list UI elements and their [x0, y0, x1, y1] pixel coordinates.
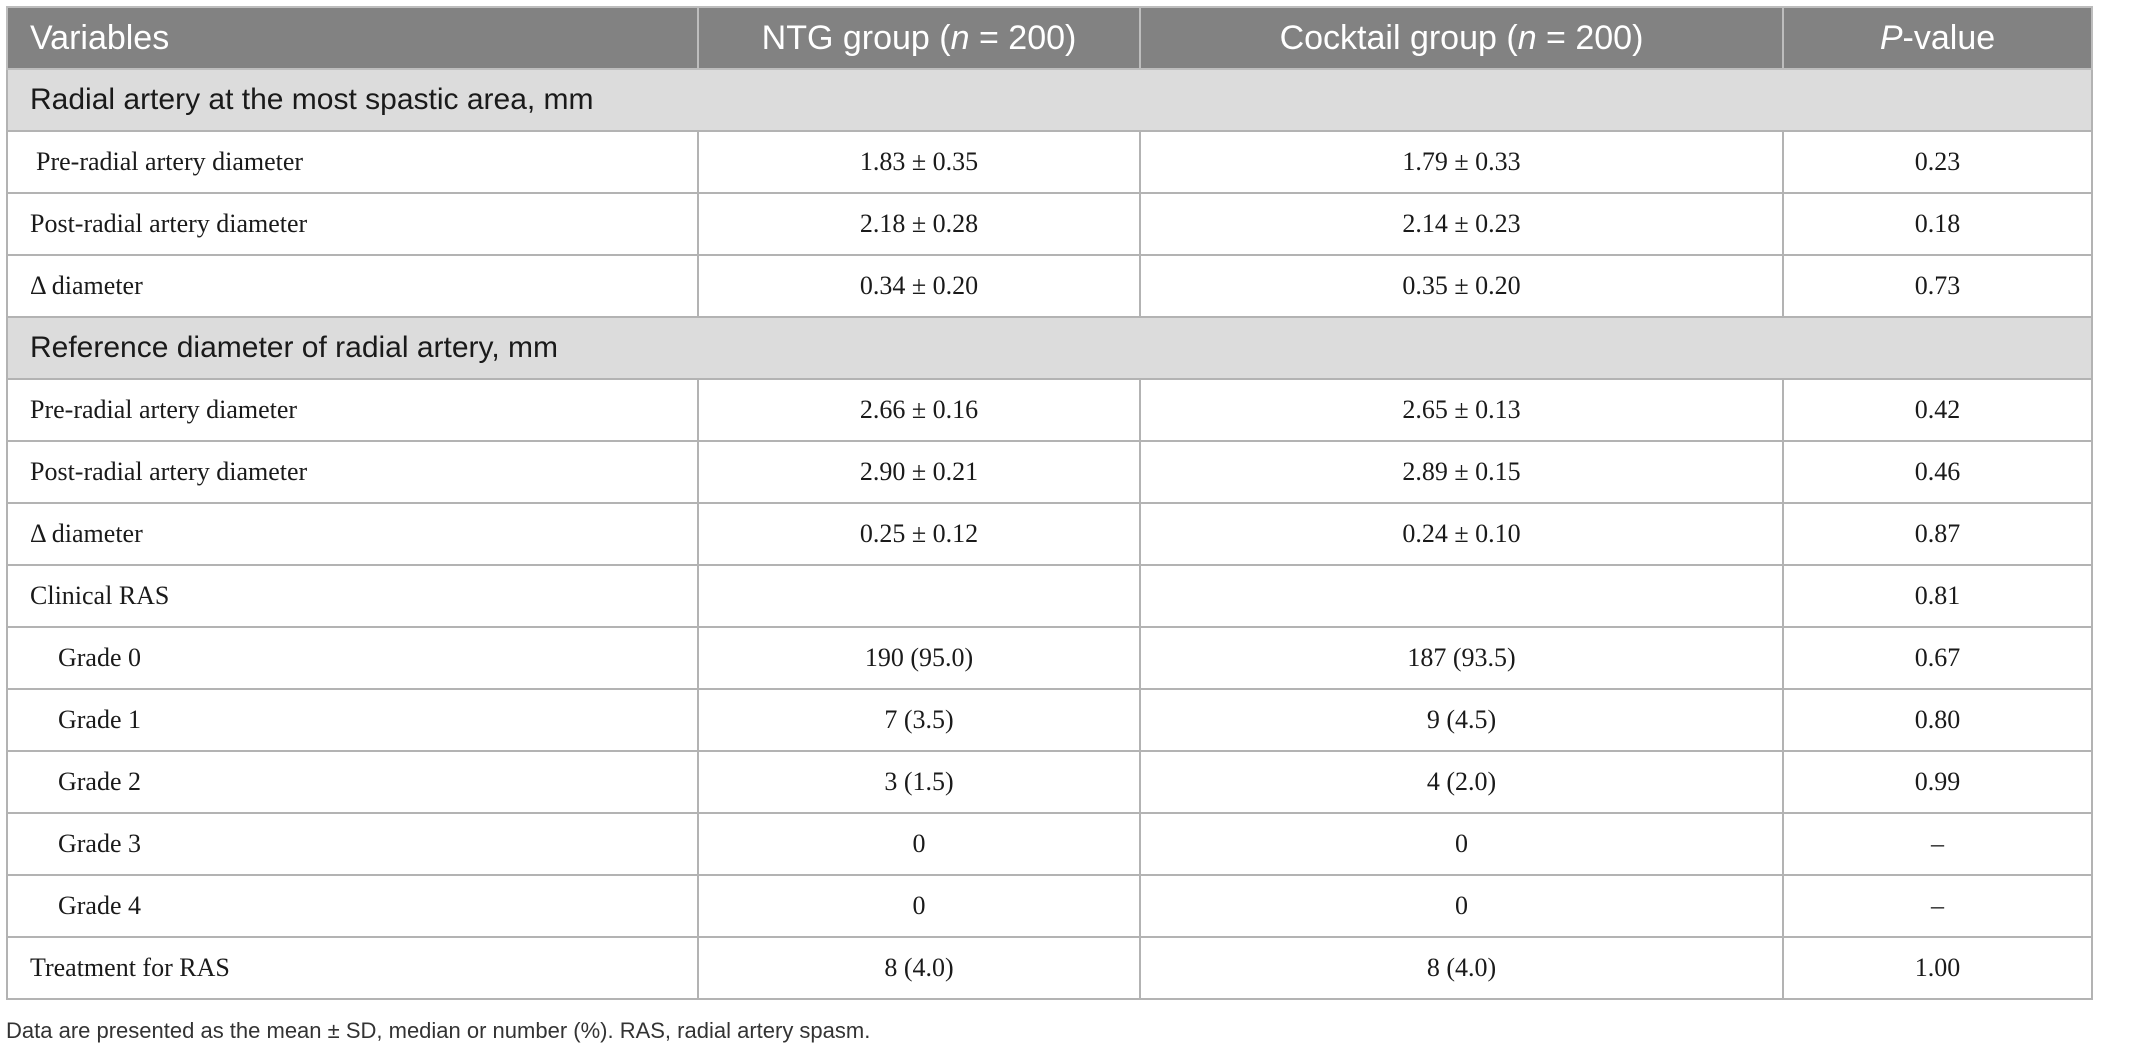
- ntg-value: 2.90 ± 0.21: [697, 440, 1141, 504]
- ntg-value: 2.66 ± 0.16: [697, 378, 1141, 442]
- table-row: Grade 1 7 (3.5) 9 (4.5) 0.80: [6, 688, 2093, 752]
- p-value: 0.81: [1782, 564, 2093, 628]
- section-row: Reference diameter of radial artery, mm: [6, 316, 2093, 380]
- cocktail-value: 187 (93.5): [1139, 626, 1784, 690]
- header-ntg-suffix: = 200): [969, 18, 1077, 57]
- table-row: Pre-radial artery diameter 2.66 ± 0.16 2…: [6, 378, 2093, 442]
- p-value: 1.00: [1782, 936, 2093, 1000]
- cocktail-value: 2.89 ± 0.15: [1139, 440, 1784, 504]
- table-row: Δ diameter 0.34 ± 0.20 0.35 ± 0.20 0.73: [6, 254, 2093, 318]
- cocktail-value: 0: [1139, 812, 1784, 876]
- table-row: Grade 3 0 0 –: [6, 812, 2093, 876]
- row-label: Grade 3: [6, 812, 699, 876]
- p-value: 0.18: [1782, 192, 2093, 256]
- cocktail-value: 8 (4.0): [1139, 936, 1784, 1000]
- ntg-value: 190 (95.0): [697, 626, 1141, 690]
- header-ntg-prefix: NTG group (: [761, 18, 951, 57]
- section-title: Reference diameter of radial artery, mm: [6, 316, 2093, 380]
- p-value: 0.73: [1782, 254, 2093, 318]
- header-ntg-group: NTG group (n = 200): [697, 6, 1141, 70]
- table-row: Post-radial artery diameter 2.90 ± 0.21 …: [6, 440, 2093, 504]
- row-label: Δ diameter: [6, 502, 699, 566]
- ntg-value: 1.83 ± 0.35: [697, 130, 1141, 194]
- cocktail-value: 0.35 ± 0.20: [1139, 254, 1784, 318]
- cocktail-value: [1139, 564, 1784, 628]
- p-value: 0.42: [1782, 378, 2093, 442]
- row-label: Pre-radial artery diameter: [6, 130, 699, 194]
- header-p-letter: P: [1879, 18, 1903, 57]
- table-row: Treatment for RAS 8 (4.0) 8 (4.0) 1.00: [6, 936, 2093, 1000]
- header-ntg-n: n: [950, 18, 970, 57]
- row-label: Post-radial artery diameter: [6, 192, 699, 256]
- p-value: 0.87: [1782, 502, 2093, 566]
- ntg-value: 0: [697, 812, 1141, 876]
- table-header: Variables NTG group (n = 200) Cocktail g…: [6, 6, 2093, 70]
- section-row: Radial artery at the most spastic area, …: [6, 68, 2093, 132]
- ntg-value: 0: [697, 874, 1141, 938]
- p-value: –: [1782, 874, 2093, 938]
- cocktail-value: 9 (4.5): [1139, 688, 1784, 752]
- header-cocktail-n: n: [1517, 18, 1537, 57]
- ntg-value: [697, 564, 1141, 628]
- row-label: Grade 4: [6, 874, 699, 938]
- results-table: Variables NTG group (n = 200) Cocktail g…: [6, 6, 2093, 1000]
- header-cocktail-group: Cocktail group (n = 200): [1139, 6, 1784, 70]
- p-value: 0.67: [1782, 626, 2093, 690]
- header-row: Variables NTG group (n = 200) Cocktail g…: [6, 6, 2093, 70]
- header-p-suffix: -value: [1902, 18, 1996, 57]
- table-row: Grade 2 3 (1.5) 4 (2.0) 0.99: [6, 750, 2093, 814]
- table-row: Grade 0 190 (95.0) 187 (93.5) 0.67: [6, 626, 2093, 690]
- cocktail-value: 0.24 ± 0.10: [1139, 502, 1784, 566]
- p-value: 0.46: [1782, 440, 2093, 504]
- row-label: Grade 1: [6, 688, 699, 752]
- row-label: Treatment for RAS: [6, 936, 699, 1000]
- table-row: Pre-radial artery diameter 1.83 ± 0.35 1…: [6, 130, 2093, 194]
- row-label: Δ diameter: [6, 254, 699, 318]
- table-row: Clinical RAS 0.81: [6, 564, 2093, 628]
- table-footnote: Data are presented as the mean ± SD, med…: [6, 1018, 871, 1043]
- cocktail-value: 4 (2.0): [1139, 750, 1784, 814]
- p-value: 0.23: [1782, 130, 2093, 194]
- ntg-value: 3 (1.5): [697, 750, 1141, 814]
- ntg-value: 2.18 ± 0.28: [697, 192, 1141, 256]
- ntg-value: 7 (3.5): [697, 688, 1141, 752]
- ntg-value: 8 (4.0): [697, 936, 1141, 1000]
- p-value: 0.99: [1782, 750, 2093, 814]
- row-label: Grade 0: [6, 626, 699, 690]
- row-label: Clinical RAS: [6, 564, 699, 628]
- header-p-value: P-value: [1782, 6, 2093, 70]
- ntg-value: 0.25 ± 0.12: [697, 502, 1141, 566]
- cocktail-value: 2.14 ± 0.23: [1139, 192, 1784, 256]
- header-cocktail-suffix: = 200): [1536, 18, 1644, 57]
- section-title: Radial artery at the most spastic area, …: [6, 68, 2093, 132]
- row-label: Post-radial artery diameter: [6, 440, 699, 504]
- table-body: Radial artery at the most spastic area, …: [6, 68, 2093, 1000]
- p-value: –: [1782, 812, 2093, 876]
- results-table-container: Variables NTG group (n = 200) Cocktail g…: [6, 6, 2093, 1000]
- row-label: Pre-radial artery diameter: [6, 378, 699, 442]
- ntg-value: 0.34 ± 0.20: [697, 254, 1141, 318]
- row-label: Grade 2: [6, 750, 699, 814]
- cocktail-value: 2.65 ± 0.13: [1139, 378, 1784, 442]
- cocktail-value: 0: [1139, 874, 1784, 938]
- table-row: Grade 4 0 0 –: [6, 874, 2093, 938]
- p-value: 0.80: [1782, 688, 2093, 752]
- table-row: Post-radial artery diameter 2.18 ± 0.28 …: [6, 192, 2093, 256]
- header-cocktail-prefix: Cocktail group (: [1279, 18, 1518, 57]
- cocktail-value: 1.79 ± 0.33: [1139, 130, 1784, 194]
- header-variables: Variables: [6, 6, 699, 70]
- table-row: Δ diameter 0.25 ± 0.12 0.24 ± 0.10 0.87: [6, 502, 2093, 566]
